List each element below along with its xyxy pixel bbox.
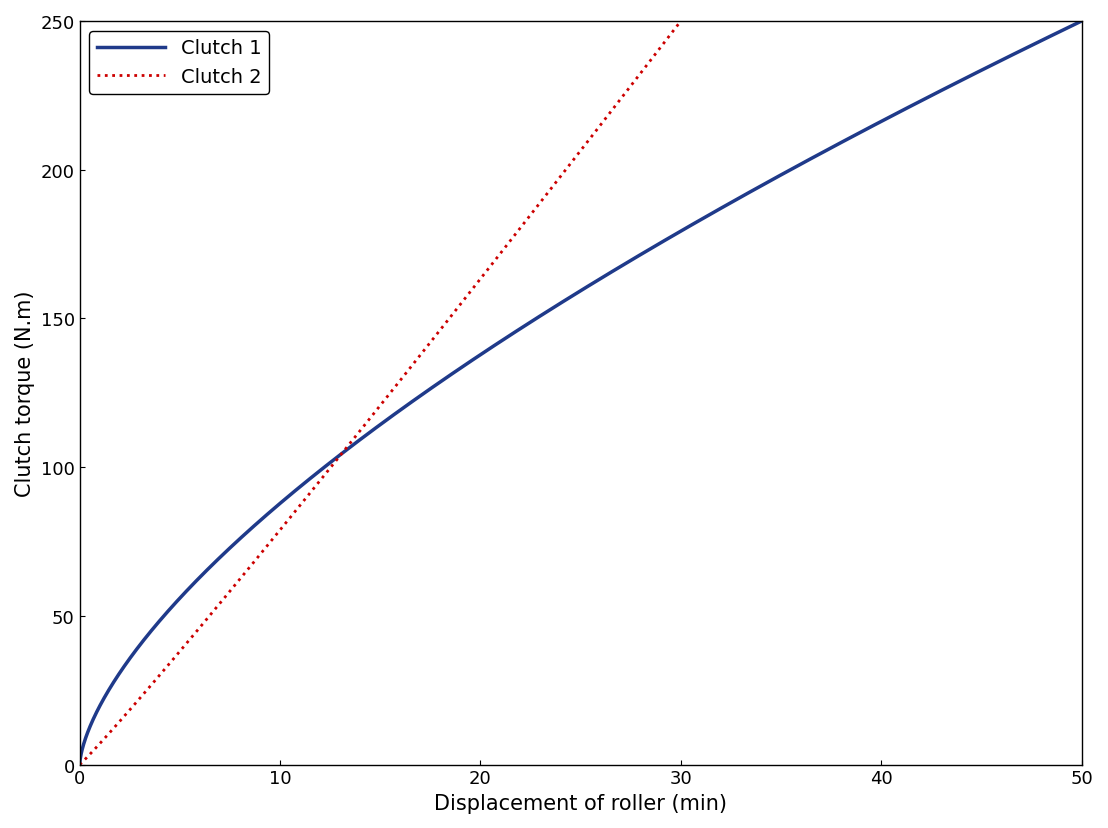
Clutch 2 <box>416 349 429 359</box>
Clutch 2 <box>73 760 86 770</box>
Clutch 1 <box>1075 17 1088 27</box>
Clutch 1 <box>1046 31 1059 41</box>
Clutch 2 <box>328 458 341 468</box>
Clutch 1 <box>1046 31 1059 41</box>
Clutch 1 <box>862 124 875 134</box>
Line: Clutch 1: Clutch 1 <box>80 22 1081 765</box>
Line: Clutch 2: Clutch 2 <box>80 22 680 765</box>
Clutch 1 <box>124 652 137 662</box>
Clutch 1 <box>73 760 86 770</box>
Clutch 2 <box>144 681 157 691</box>
Clutch 2 <box>120 709 133 719</box>
Clutch 2 <box>351 429 365 439</box>
Clutch 2 <box>674 17 687 27</box>
Clutch 2 <box>340 442 353 452</box>
Clutch 1 <box>561 295 574 305</box>
X-axis label: Displacement of roller (min): Displacement of roller (min) <box>434 793 727 813</box>
Clutch 1 <box>534 311 547 321</box>
Y-axis label: Clutch torque (N.m): Clutch torque (N.m) <box>16 290 35 497</box>
Legend: Clutch 1, Clutch 2: Clutch 1, Clutch 2 <box>90 31 269 95</box>
